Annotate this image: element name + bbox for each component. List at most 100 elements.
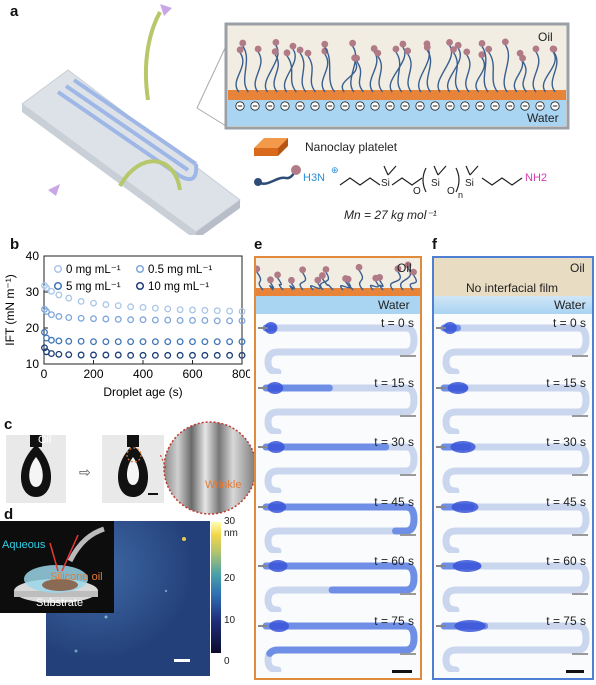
data-point (102, 301, 110, 309)
panel-label-f: f (432, 236, 437, 253)
panel-label-e: e (254, 236, 263, 253)
amine-end-group (550, 45, 558, 53)
timelapse-frame: t = 75 s (436, 613, 590, 673)
y-tick-label: 10 (26, 357, 40, 371)
amine-end-group (370, 45, 378, 52)
negative-charge-icon (295, 101, 305, 111)
polymer-strand (299, 52, 307, 93)
polymer-strand (340, 281, 352, 291)
channel-outline (440, 622, 590, 673)
data-point (213, 307, 221, 315)
legend-marker (53, 281, 63, 291)
data-point (176, 351, 184, 359)
serpentine-channel (436, 500, 590, 554)
amine-end-group (478, 40, 486, 47)
amine-end-group (394, 265, 402, 273)
polymer-strand (369, 51, 378, 93)
polymer-strand (475, 57, 485, 93)
droplet (267, 500, 287, 513)
wrinkle-zoom (160, 421, 257, 515)
negative-charge-icon (355, 101, 365, 111)
data-point (102, 315, 110, 323)
data-point (114, 351, 122, 359)
panel-label-c: c (4, 416, 13, 433)
amine-end-group (271, 48, 279, 56)
formula-si-3: Si (465, 178, 474, 189)
pendant-drop-wrinkled-icon (117, 435, 158, 497)
polymer-strand (321, 53, 329, 93)
amine-end-group (519, 54, 526, 62)
negative-charge-icon (310, 101, 320, 111)
colorbar (211, 522, 221, 653)
data-point (65, 294, 73, 302)
polymer-strand (513, 55, 524, 93)
polymer-strand (299, 272, 307, 291)
negative-charge-icon (325, 101, 335, 111)
polymer-strand (356, 60, 364, 93)
data-point (151, 351, 159, 359)
droplet (454, 619, 486, 632)
x-tick-label: 200 (83, 367, 103, 381)
negative-charge-icon (250, 101, 260, 111)
water-fill (262, 622, 418, 673)
data-point (114, 315, 122, 323)
negative-charge-icon (535, 101, 545, 111)
scalebar-e (392, 670, 412, 673)
data-point (139, 351, 147, 359)
legend-marker (135, 264, 145, 274)
wrinkle-label: Wrinkle (205, 479, 242, 491)
x-tick-label: 600 (182, 367, 202, 381)
data-point (127, 316, 135, 324)
droplet (451, 500, 479, 513)
negative-charge-icon (415, 101, 425, 111)
x-tick-label: 0 (41, 367, 48, 381)
amine-end-group (501, 38, 509, 46)
data-point (238, 317, 246, 325)
data-point (139, 304, 147, 311)
negative-charge-icon (490, 101, 500, 111)
data-point (189, 316, 196, 324)
negative-charge-icon (505, 101, 515, 111)
amine-end-group (321, 40, 329, 48)
polymer-strand (242, 45, 249, 93)
data-point (55, 350, 63, 358)
serpentine-channel (436, 619, 590, 673)
droplet (268, 560, 288, 572)
serpentine-channel (258, 322, 418, 376)
amine-end-group (374, 49, 382, 57)
polymer-strand (395, 51, 403, 93)
polymer-strand (409, 274, 417, 291)
negative-charge-icon (340, 101, 350, 111)
time-label: t = 15 s (546, 375, 586, 390)
polymer-strand (283, 48, 296, 93)
data-point (77, 337, 85, 345)
data-point (139, 338, 147, 346)
data-point (151, 338, 159, 346)
formula-nh2: NH2 (525, 172, 548, 184)
polymer-strand (437, 45, 453, 93)
drop-schematic (0, 521, 114, 613)
amine-end-group (450, 46, 457, 53)
legend-marker (135, 281, 145, 291)
polymer-strand (341, 60, 358, 93)
polymer-strand (286, 55, 297, 93)
data-point (127, 351, 135, 359)
timelapse-frame: t = 30 s (258, 435, 418, 495)
polymer-strand (277, 277, 284, 291)
panel-label-b: b (10, 236, 20, 253)
time-label: t = 75 s (546, 613, 586, 628)
channel-outline (440, 443, 590, 495)
negative-charge-icon (445, 101, 455, 111)
timelapse-frame: t = 45 s (258, 495, 418, 554)
time-label: t = 0 s (380, 316, 414, 330)
formula-si-1: Si (381, 178, 390, 189)
data-point (226, 338, 234, 346)
molecular-weight: Mn = 27 kg mol⁻¹ (344, 208, 437, 222)
polymer-strand (407, 53, 412, 93)
x-axis-label: Droplet age (s) (103, 385, 182, 399)
arrow-right-icon: ⇨ (79, 464, 91, 480)
drop-on-substrate-icon (14, 526, 105, 603)
data-point (90, 351, 97, 359)
timelapse-frame: t = 15 s (436, 375, 590, 435)
